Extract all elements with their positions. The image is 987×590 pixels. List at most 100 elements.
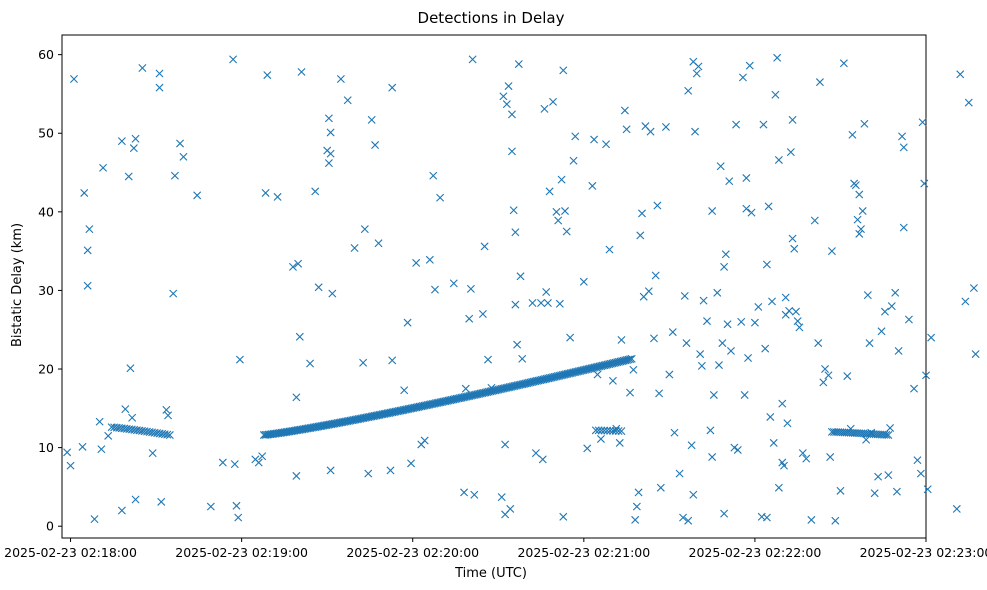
y-tick-label: 0 — [46, 519, 54, 534]
detection-point — [786, 148, 795, 157]
x-tick-label: 2025-02-23 02:23:00 — [860, 545, 987, 560]
plot-frame — [61, 34, 927, 539]
detection-point — [562, 227, 571, 236]
detection-point — [706, 426, 715, 435]
detection-point — [311, 187, 320, 196]
detection-point — [295, 425, 304, 434]
detection-point — [369, 412, 378, 421]
detection-point — [391, 407, 400, 416]
detection-point — [328, 289, 337, 298]
detection-point — [69, 75, 78, 84]
detection-point — [234, 513, 243, 522]
detection-point — [549, 373, 558, 382]
y-tick-label: 60 — [38, 47, 54, 62]
detection-point — [927, 333, 936, 342]
detection-point — [542, 374, 551, 383]
detection-point — [515, 380, 524, 389]
detection-point — [386, 466, 395, 475]
detection-point — [300, 425, 309, 434]
detection-point — [521, 379, 530, 388]
detection-point — [338, 418, 347, 427]
detection-point — [913, 456, 922, 465]
detection-point — [83, 246, 92, 255]
detection-point — [569, 368, 578, 377]
detection-point — [661, 122, 670, 131]
detection-point — [364, 413, 373, 422]
detection-point — [856, 225, 865, 234]
detection-point — [848, 130, 857, 139]
detection-point — [512, 381, 521, 390]
x-tick-label: 2025-02-23 02:21:00 — [517, 545, 650, 560]
detection-point — [303, 424, 312, 433]
detection-point — [403, 318, 412, 327]
detection-point — [443, 396, 451, 405]
detection-point — [566, 369, 575, 378]
detection-point — [596, 434, 605, 443]
detection-point — [400, 386, 409, 395]
detection-point — [584, 365, 593, 374]
detection-point — [634, 488, 643, 497]
detection-point — [468, 55, 477, 64]
detection-point — [162, 405, 171, 414]
detection-point — [780, 461, 788, 470]
detection-point — [589, 363, 598, 372]
detection-point — [324, 159, 333, 168]
detection-point — [436, 193, 445, 202]
detection-point — [511, 300, 520, 309]
detection-point — [235, 355, 244, 364]
detection-point — [479, 388, 488, 397]
detection-point — [526, 378, 535, 387]
detection-point — [476, 389, 485, 398]
detection-point — [969, 284, 978, 293]
detection-point — [725, 177, 734, 186]
detection-point — [922, 371, 930, 380]
detection-point — [293, 426, 302, 435]
detection-point — [148, 449, 157, 458]
detection-point — [155, 83, 164, 92]
detection-point — [478, 310, 487, 318]
detection-point — [528, 299, 537, 307]
detection-point — [258, 452, 267, 461]
detection-point — [846, 424, 855, 433]
detection-point — [465, 392, 474, 400]
detection-point — [559, 66, 568, 75]
detection-point — [332, 419, 341, 428]
detection-point — [388, 408, 397, 417]
detection-point — [499, 384, 508, 393]
plot-area — [61, 34, 927, 539]
detection-point — [466, 284, 475, 293]
detection-point — [478, 389, 487, 398]
detection-point — [747, 208, 756, 217]
detection-point — [409, 404, 418, 412]
detection-point — [793, 317, 802, 326]
detection-point — [193, 191, 202, 200]
detection-point — [882, 430, 891, 439]
detection-point — [602, 360, 611, 369]
detection-point — [608, 359, 617, 368]
detection-point — [404, 405, 413, 413]
detection-point — [699, 296, 708, 305]
detection-point — [362, 413, 371, 422]
detection-point — [529, 377, 538, 386]
detection-point — [537, 299, 546, 307]
detection-point — [481, 388, 490, 397]
detection-point — [766, 412, 775, 421]
detection-point — [762, 513, 771, 522]
detection-point — [558, 371, 567, 380]
detection-point — [324, 420, 333, 429]
detection-point — [549, 97, 558, 106]
detection-point — [759, 120, 768, 129]
detection-point — [263, 71, 272, 80]
detection-point — [418, 401, 427, 410]
detection-point — [367, 115, 376, 124]
detection-point — [894, 346, 903, 355]
detection-point — [155, 69, 164, 78]
detection-point — [708, 453, 717, 462]
detection-point — [595, 362, 604, 371]
detection-point — [157, 497, 166, 506]
detection-point — [899, 143, 908, 152]
detection-point — [815, 78, 824, 87]
detection-point — [656, 483, 665, 492]
detection-point — [129, 144, 138, 153]
detection-point — [696, 350, 705, 359]
